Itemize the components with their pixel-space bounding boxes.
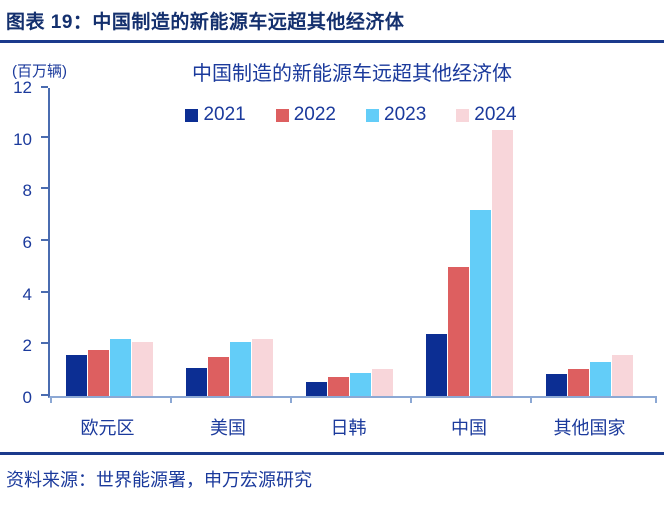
y-tick-label-10: 10 — [13, 129, 32, 149]
y-tick-label-12: 12 — [13, 78, 32, 97]
legend-item-2024: 2024 — [456, 104, 517, 126]
legend-item-2022: 2022 — [275, 104, 336, 126]
x-category-label-中国: 中国 — [451, 418, 487, 438]
bar-group-其他国家 — [546, 88, 633, 396]
y-axis-tick — [41, 239, 48, 241]
y-axis-tick — [41, 86, 48, 88]
x-axis-tick — [530, 398, 532, 403]
bar-2023-其他国家 — [590, 362, 611, 396]
x-category-label-欧元区: 欧元区 — [80, 418, 135, 438]
x-axis-tick — [50, 398, 52, 403]
y-axis-tick — [41, 342, 48, 345]
legend-label: 2022 — [293, 104, 336, 125]
legend-label: 2023 — [384, 104, 427, 125]
legend-item-2023: 2023 — [366, 104, 426, 126]
y-axis-labels: 0 2 4 6 8 10 12 — [0, 78, 40, 407]
chart-title: 中国制造的新能源车远超其他经济体 — [192, 63, 512, 85]
bar-2021-中国 — [426, 334, 447, 396]
bar-2024-美国 — [252, 339, 273, 396]
bar-2024-中国 — [492, 129, 513, 396]
bar-2024-其他国家 — [612, 354, 633, 396]
y-tick-label-2: 2 — [22, 336, 32, 356]
bar-group-美国 — [186, 88, 273, 396]
y-tick-label-6: 6 — [22, 233, 32, 252]
y-tick-label-8: 8 — [22, 181, 32, 201]
bar-2021-日韩 — [306, 381, 327, 396]
bar-2023-美国 — [230, 341, 251, 396]
bottom-divider-line — [0, 452, 664, 455]
legend-label: 2021 — [203, 104, 246, 125]
bar-group-日韩 — [306, 88, 393, 396]
y-axis-unit-label: (百万辆) — [12, 63, 67, 80]
source-note: 资料来源：世界能源署，申万宏源研究 — [6, 470, 312, 490]
y-tick-label-4: 4 — [22, 284, 32, 304]
legend-swatch-2023 — [366, 108, 379, 122]
chart-legend: 2021 2022 2023 2024 — [48, 104, 654, 126]
bar-2022-其他国家 — [568, 368, 589, 396]
bar-group-欧元区 — [66, 88, 153, 396]
figure-header: 图表 19：中国制造的新能源车远超其他经济体 — [0, 0, 664, 43]
legend-item-2021: 2021 — [185, 104, 246, 126]
bar-2022-欧元区 — [88, 349, 109, 396]
x-axis-tick — [170, 398, 172, 403]
bar-2021-其他国家 — [546, 374, 567, 396]
legend-swatch-2021 — [185, 108, 199, 122]
y-axis-tick — [41, 135, 48, 138]
legend-label: 2024 — [474, 104, 517, 125]
y-tick-label-0: 0 — [22, 388, 32, 407]
x-category-label-其他国家: 其他国家 — [553, 418, 626, 438]
bar-2022-美国 — [208, 357, 229, 396]
x-axis-tick — [655, 398, 657, 403]
x-axis-tick — [290, 398, 292, 403]
y-axis-tick — [41, 394, 48, 396]
figure-title: 图表 19：中国制造的新能源车远超其他经济体 — [6, 12, 405, 33]
bar-2022-中国 — [448, 266, 469, 396]
bar-2023-欧元区 — [110, 339, 131, 396]
x-category-label-日韩: 日韩 — [330, 418, 367, 438]
x-category-label-美国: 美国 — [210, 418, 246, 438]
bar-group-中国 — [426, 88, 513, 396]
bar-2022-日韩 — [328, 376, 349, 396]
x-axis-category-labels: 欧元区 美国 日韩 中国 其他国家 — [48, 414, 657, 440]
legend-swatch-2022 — [275, 108, 289, 122]
bar-chart-plot-area — [41, 86, 657, 403]
y-axis-tick — [41, 187, 48, 190]
bar-2023-中国 — [470, 210, 491, 396]
x-axis-tick — [410, 398, 412, 403]
bar-2021-欧元区 — [66, 354, 87, 396]
bar-2024-欧元区 — [132, 341, 153, 396]
legend-swatch-2024 — [456, 108, 470, 122]
y-axis-tick — [41, 290, 48, 293]
bar-2021-美国 — [186, 367, 207, 396]
bar-2023-日韩 — [350, 372, 371, 396]
bar-2024-日韩 — [372, 368, 393, 396]
